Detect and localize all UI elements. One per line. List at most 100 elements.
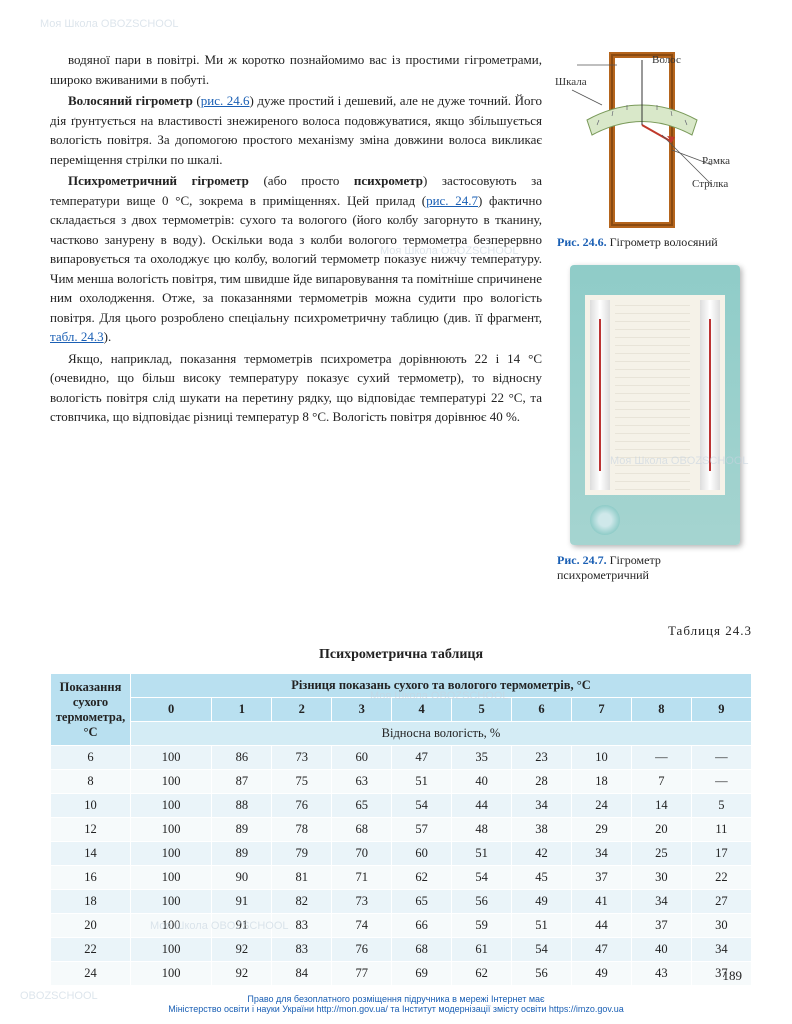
cell-value: 60 — [332, 746, 392, 770]
figures-column: Волос Шкала Рамка Стрілка Рис. 24.6. Гіг… — [557, 50, 752, 598]
col-num: 2 — [272, 698, 332, 722]
cell-value: — — [631, 746, 691, 770]
cell-value: 54 — [512, 938, 572, 962]
watermark: Моя Школа OBOZSCHOOL — [40, 18, 179, 30]
para-2: Волосяний гігрометр (рис. 24.6) дуже про… — [50, 91, 542, 169]
dry-thermometer — [590, 300, 610, 490]
cell-value: 90 — [212, 866, 272, 890]
col-num: 6 — [512, 698, 572, 722]
cell-value: 30 — [691, 914, 751, 938]
cell-value: 68 — [392, 938, 452, 962]
cell-value: 5 — [691, 794, 751, 818]
col-num: 8 — [631, 698, 691, 722]
cell-value: 69 — [392, 962, 452, 986]
cell-value: — — [691, 746, 751, 770]
cell-value: 10 — [571, 746, 631, 770]
para-1: водяної пари в повітрі. Ми ж коротко поз… — [50, 50, 542, 89]
cell-value: 27 — [691, 890, 751, 914]
cell-value: 37 — [691, 962, 751, 986]
cell-value: 73 — [272, 746, 332, 770]
cell-value: 37 — [631, 914, 691, 938]
cell-value: 79 — [272, 842, 332, 866]
row-temp: 18 — [51, 890, 131, 914]
cell-value: 29 — [571, 818, 631, 842]
cell-value: 100 — [131, 794, 212, 818]
cell-value: 84 — [272, 962, 332, 986]
cell-value: 100 — [131, 890, 212, 914]
cell-value: 61 — [452, 938, 512, 962]
cell-value: 76 — [272, 794, 332, 818]
row-temp: 22 — [51, 938, 131, 962]
col-num: 1 — [212, 698, 272, 722]
table-row: 610086736047352310—— — [51, 746, 752, 770]
cell-value: 45 — [512, 866, 572, 890]
col-num: 5 — [452, 698, 512, 722]
fig1-caption: Рис. 24.6. Гігрометр волосяний — [557, 235, 752, 250]
cell-value: 20 — [631, 818, 691, 842]
cell-value: 37 — [571, 866, 631, 890]
row-temp: 14 — [51, 842, 131, 866]
cell-value: 51 — [512, 914, 572, 938]
cell-value: 38 — [512, 818, 572, 842]
cell-value: 56 — [452, 890, 512, 914]
col-header: Різниця показань сухого та вологого терм… — [131, 674, 752, 698]
table-row: 24100928477696256494337 — [51, 962, 752, 986]
cell-value: 44 — [452, 794, 512, 818]
cell-value: 34 — [571, 842, 631, 866]
label-shkala: Шкала — [555, 76, 587, 88]
cell-value: 81 — [272, 866, 332, 890]
col-num: 3 — [332, 698, 392, 722]
cell-value: 100 — [131, 914, 212, 938]
col-num: 9 — [691, 698, 751, 722]
table-row: 22100928376686154474034 — [51, 938, 752, 962]
cell-value: 18 — [571, 770, 631, 794]
cell-value: 48 — [452, 818, 512, 842]
cell-value: 100 — [131, 842, 212, 866]
cell-value: 54 — [452, 866, 512, 890]
cell-value: 40 — [631, 938, 691, 962]
sub-header: Відносна вологість, % — [131, 722, 752, 746]
cell-value: 25 — [631, 842, 691, 866]
cell-value: 92 — [212, 962, 272, 986]
row-temp: 12 — [51, 818, 131, 842]
table-row: 20100918374665951443730 — [51, 914, 752, 938]
label-volos: Волос — [652, 54, 681, 66]
cell-value: 34 — [512, 794, 572, 818]
cell-value: 63 — [332, 770, 392, 794]
cell-value: 41 — [571, 890, 631, 914]
cell-value: 7 — [631, 770, 691, 794]
cell-value: — — [691, 770, 751, 794]
cell-value: 100 — [131, 866, 212, 890]
row-temp: 10 — [51, 794, 131, 818]
cell-value: 60 — [392, 842, 452, 866]
cell-value: 34 — [691, 938, 751, 962]
fig-ref-24-6[interactable]: рис. 24.6 — [201, 93, 250, 108]
cell-value: 42 — [512, 842, 572, 866]
cell-value: 92 — [212, 938, 272, 962]
cell-value: 47 — [392, 746, 452, 770]
cell-value: 87 — [212, 770, 272, 794]
table-ref-24-3[interactable]: табл. 24.3 — [50, 329, 104, 344]
fig-ref-24-7[interactable]: рис. 24.7 — [426, 193, 478, 208]
table-number: Таблиця 24.3 — [50, 623, 752, 639]
cell-value: 59 — [452, 914, 512, 938]
label-ramka: Рамка — [702, 155, 730, 167]
cell-value: 28 — [512, 770, 572, 794]
para-3: Психрометричний гігрометр (або просто пс… — [50, 171, 542, 347]
cell-value: 54 — [392, 794, 452, 818]
cell-value: 65 — [392, 890, 452, 914]
table-row: 8100877563514028187— — [51, 770, 752, 794]
label-strilka: Стрілка — [692, 178, 728, 190]
cell-value: 65 — [332, 794, 392, 818]
row-temp: 6 — [51, 746, 131, 770]
cell-value: 51 — [392, 770, 452, 794]
para-4: Якщо, наприклад, показання термометрів п… — [50, 349, 542, 427]
cell-value: 89 — [212, 818, 272, 842]
water-cup — [590, 505, 620, 535]
cell-value: 86 — [212, 746, 272, 770]
cell-value: 22 — [691, 866, 751, 890]
table-row: 12100897868574838292011 — [51, 818, 752, 842]
row-temp: 24 — [51, 962, 131, 986]
cell-value: 34 — [631, 890, 691, 914]
cell-value: 74 — [332, 914, 392, 938]
